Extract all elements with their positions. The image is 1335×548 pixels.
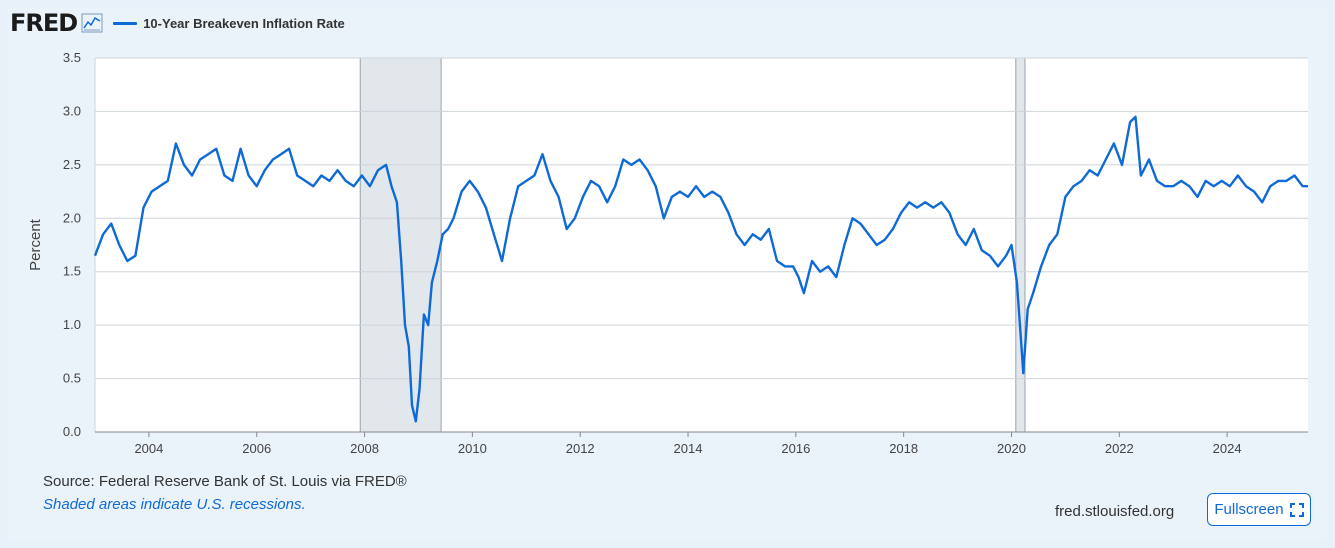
fred-logo[interactable]: FRED <box>10 9 78 37</box>
source-text: Source: Federal Reserve Bank of St. Loui… <box>43 473 407 490</box>
y-tick-label-1.0: 1.0 <box>63 317 81 332</box>
legend-label[interactable]: 10-Year Breakeven Inflation Rate <box>143 15 345 31</box>
x-tick-label-2012: 2012 <box>566 441 595 456</box>
y-tick-label-3.5: 3.5 <box>63 50 81 65</box>
x-tick-label-2008: 2008 <box>350 441 379 456</box>
x-tick-label-2014: 2014 <box>674 441 703 456</box>
series-line-0 <box>93 115 1308 423</box>
fullscreen-button[interactable]: Fullscreen <box>1207 493 1311 526</box>
fullscreen-icon <box>1289 502 1304 517</box>
x-tick-label-2020: 2020 <box>997 441 1026 456</box>
site-url[interactable]: fred.stlouisfed.org <box>1055 503 1175 520</box>
legend: 10-Year Breakeven Inflation Rate <box>113 16 345 31</box>
x-tick-label-2024: 2024 <box>1213 441 1242 456</box>
graph-icon <box>81 13 103 33</box>
x-tick-label-2018: 2018 <box>889 441 918 456</box>
y-tick-label-0.5: 0.5 <box>63 371 81 386</box>
y-tick-label-0.0: 0.0 <box>63 424 81 439</box>
x-tick-label-2006: 2006 <box>242 441 271 456</box>
y-tick-label-3.0: 3.0 <box>63 103 81 118</box>
y-axis-label: Percent <box>27 218 44 271</box>
x-tick-label-2022: 2022 <box>1105 441 1134 456</box>
plot-area <box>95 58 1308 432</box>
x-tick-label-2016: 2016 <box>781 441 810 456</box>
plot-layer: 0.0 0.5 1.0 1.5 2.0 2.5 3.0 3.5 2004 2006 2008 2010… <box>27 50 1308 456</box>
legend-swatch <box>113 21 138 25</box>
chart-header: FRED 10-Year Breakeven Inflation Rate <box>10 8 345 38</box>
x-tick-label-2010: 2010 <box>458 441 487 456</box>
recession-band-1 <box>1015 57 1026 433</box>
x-tick-label-2004: 2004 <box>134 441 163 456</box>
y-tick-label-1.5: 1.5 <box>63 264 81 279</box>
fullscreen-label: Fullscreen <box>1214 501 1284 518</box>
y-tick-label-2.5: 2.5 <box>63 157 81 172</box>
recession-note: Shaded areas indicate U.S. recessions. <box>43 496 306 513</box>
y-tick-label-2.0: 2.0 <box>63 210 81 225</box>
